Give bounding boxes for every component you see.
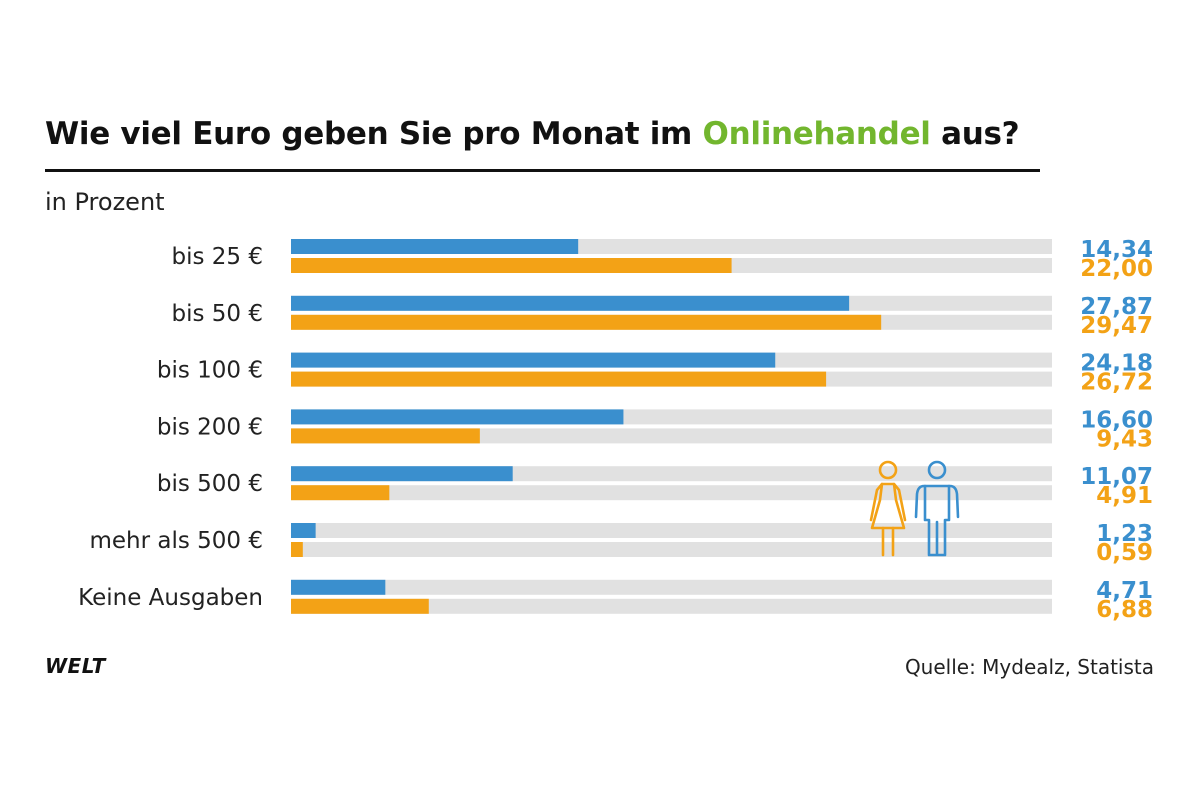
value-label-male: 11,07	[1080, 464, 1153, 490]
people-icons	[869, 460, 960, 557]
bar-male	[291, 352, 776, 368]
value-label-female: 0,59	[1096, 540, 1153, 566]
category-label: bis 50 €	[172, 301, 264, 327]
title-highlight: Onlinehandel	[702, 116, 931, 152]
bar-male	[291, 409, 624, 425]
value-label-male: 1,23	[1096, 521, 1153, 547]
value-label-male: 24,18	[1080, 351, 1153, 377]
category-label: Keine Ausgaben	[78, 585, 263, 611]
bar-female	[291, 258, 732, 273]
bar-track	[291, 523, 1052, 538]
bar-track	[291, 579, 1052, 595]
title-underline	[45, 169, 1040, 172]
value-label-male: 14,34	[1080, 237, 1153, 263]
bar-track	[291, 598, 1052, 614]
value-label-male: 16,60	[1080, 407, 1153, 433]
source-note: Quelle: Mydealz, Statista	[904, 655, 1154, 679]
man-icon	[914, 460, 960, 557]
category-label: bis 100 €	[157, 358, 263, 384]
bar-male	[291, 239, 579, 254]
bar-female	[291, 542, 303, 557]
welt-logo: WELT	[45, 654, 106, 678]
woman-icon	[869, 460, 907, 557]
bar-female	[291, 314, 882, 330]
value-label-female: 22,00	[1080, 256, 1153, 282]
bar-male	[291, 579, 386, 595]
category-label: bis 500 €	[157, 471, 263, 497]
bar-male	[291, 466, 513, 482]
value-label-female: 4,91	[1096, 483, 1153, 509]
bar-female	[291, 598, 429, 614]
category-label: bis 200 €	[157, 414, 263, 440]
category-label: mehr als 500 €	[89, 528, 263, 554]
bar-female	[291, 371, 827, 387]
bar-female	[291, 485, 390, 501]
chart-subtitle: in Prozent	[45, 188, 165, 216]
bar-track	[291, 542, 1052, 557]
bar-track	[291, 428, 1052, 444]
value-label-female: 26,72	[1080, 370, 1153, 396]
value-label-female: 6,88	[1096, 597, 1153, 623]
value-label-male: 27,87	[1080, 294, 1153, 320]
bar-track	[291, 485, 1052, 501]
value-label-female: 9,43	[1096, 426, 1153, 452]
category-label: bis 25 €	[172, 244, 264, 270]
title-suffix: aus?	[930, 116, 1020, 152]
bar-female	[291, 428, 480, 444]
value-label-male: 4,71	[1096, 578, 1153, 604]
chart-title: Wie viel Euro geben Sie pro Monat im Onl…	[45, 110, 1055, 158]
value-label-female: 29,47	[1080, 313, 1153, 339]
bar-male	[291, 523, 316, 538]
bar-male	[291, 295, 850, 311]
title-prefix: Wie viel Euro geben Sie pro Monat im	[45, 116, 703, 152]
